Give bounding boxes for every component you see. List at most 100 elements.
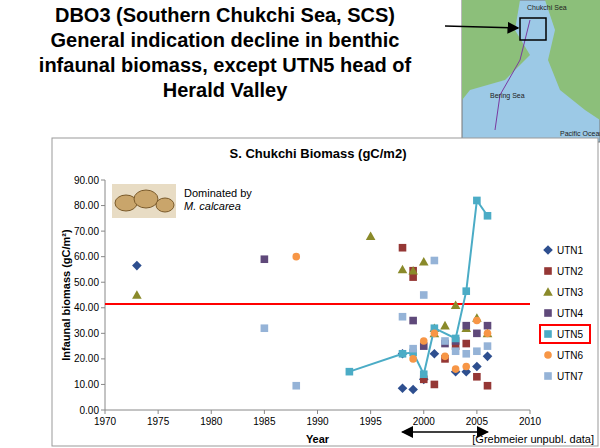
y-tick-label: 50.00 xyxy=(74,277,99,288)
series xyxy=(346,197,492,378)
map-land xyxy=(462,0,530,100)
point xyxy=(441,353,449,361)
point xyxy=(484,330,492,338)
legend-marker xyxy=(544,351,552,359)
x-tick xyxy=(317,410,318,414)
point xyxy=(132,261,142,271)
point xyxy=(462,340,470,348)
chart-frame xyxy=(52,138,598,446)
point xyxy=(346,368,354,376)
x-tick-label: 1990 xyxy=(306,416,329,427)
point xyxy=(484,342,492,350)
series xyxy=(399,244,492,390)
legend-marker xyxy=(544,372,552,380)
x-tick xyxy=(423,410,424,414)
y-tick-label: 70.00 xyxy=(74,226,99,237)
heading-line: Herald Valley xyxy=(163,79,288,101)
legend-label: UTN5 xyxy=(557,329,584,340)
source-note: [Grebmeier unpubl. data] xyxy=(472,433,594,445)
map: Chukchi SeaBering SeaPacific Ocean xyxy=(462,0,600,142)
point xyxy=(483,352,493,362)
point xyxy=(408,266,418,275)
series xyxy=(292,253,491,373)
point xyxy=(398,349,408,359)
x-tick-label: 2010 xyxy=(519,416,542,427)
y-tick-label: 0.00 xyxy=(80,405,100,416)
y-tick xyxy=(101,282,105,283)
legend-label: UTN1 xyxy=(557,245,584,256)
heading-line: DBO3 (Southern Chukchi Sea, SCS) xyxy=(55,4,395,26)
y-tick xyxy=(101,231,105,232)
series xyxy=(132,261,492,395)
point xyxy=(452,335,460,343)
point xyxy=(292,253,300,261)
legend-label: UTN7 xyxy=(557,371,584,382)
map-route xyxy=(495,20,530,130)
legend-marker xyxy=(544,309,552,317)
x-tick-label: 1975 xyxy=(147,416,170,427)
y-tick xyxy=(101,410,105,411)
point xyxy=(473,373,481,381)
inset-bg xyxy=(112,184,176,218)
x-tick-label: 1985 xyxy=(253,416,276,427)
inset-text: M. calcarea xyxy=(184,200,241,212)
x-tick xyxy=(476,410,477,414)
point xyxy=(420,291,428,299)
map-label: Pacific Ocean xyxy=(560,130,600,137)
point xyxy=(431,257,439,265)
clam xyxy=(156,198,174,212)
y-tick xyxy=(101,358,105,359)
y-tick xyxy=(101,384,105,385)
map-label: Chukchi Sea xyxy=(527,4,567,11)
point xyxy=(409,345,417,353)
point xyxy=(473,347,481,355)
point xyxy=(420,370,428,378)
slide: DBO3 (Southern Chukchi Sea, SCS)General … xyxy=(0,0,600,448)
point xyxy=(484,322,492,330)
point xyxy=(440,321,450,330)
point xyxy=(399,313,407,321)
y-axis xyxy=(105,180,106,410)
series-line xyxy=(349,200,487,374)
x-tick-label: 1970 xyxy=(94,416,117,427)
x-tick xyxy=(158,410,159,414)
point xyxy=(484,382,492,390)
point xyxy=(473,330,481,338)
point xyxy=(462,287,470,295)
point xyxy=(409,355,417,363)
y-tick-label: 80.00 xyxy=(74,200,99,211)
series xyxy=(261,257,492,390)
x-tick xyxy=(105,410,106,414)
legend-label: UTN6 xyxy=(557,350,584,361)
point xyxy=(408,385,418,395)
clam xyxy=(134,190,158,208)
y-tick-label: 40.00 xyxy=(74,302,99,313)
y-tick-label: 90.00 xyxy=(74,175,99,186)
legend-label: UTN2 xyxy=(557,266,584,277)
point xyxy=(292,382,300,390)
point xyxy=(261,324,269,332)
point xyxy=(420,337,428,345)
y-tick-label: 20.00 xyxy=(74,353,99,364)
point xyxy=(462,322,470,330)
y-tick-label: 30.00 xyxy=(74,328,99,339)
legend-label: UTN4 xyxy=(557,308,584,319)
point xyxy=(483,329,493,338)
point xyxy=(452,365,460,373)
point xyxy=(431,330,439,338)
x-tick xyxy=(264,410,265,414)
y-tick xyxy=(101,333,105,334)
reference-line xyxy=(105,303,530,305)
point xyxy=(261,255,269,263)
point xyxy=(452,347,460,355)
x-tick-label: 1980 xyxy=(200,416,223,427)
x-tick xyxy=(530,410,531,414)
chart-title: S. Chukchi Biomass (gC/m2) xyxy=(230,146,407,161)
heading-line: infaunal biomass, except UTN5 head of xyxy=(39,54,412,76)
y-tick xyxy=(101,307,105,308)
legend: UTN1UTN2UTN3UTN4UTN5UTN6UTN7 xyxy=(540,245,590,382)
y-tick xyxy=(101,205,105,206)
y-tick xyxy=(101,256,105,257)
inset-text: Dominated by xyxy=(184,187,252,199)
point xyxy=(473,197,481,205)
